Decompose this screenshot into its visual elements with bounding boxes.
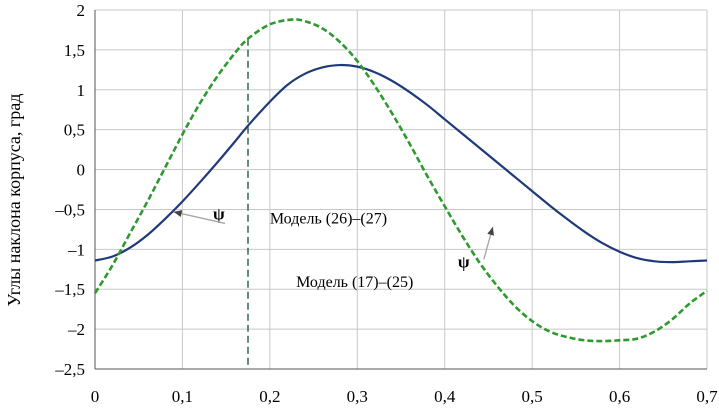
x-tick-labels: 0 0,1 0,2 0,3 0,4 0,5 0,6 0,7	[91, 387, 718, 406]
annotation-psi: ψ	[458, 252, 470, 271]
axes	[94, 10, 707, 370]
y-tick-label: –1,5	[54, 280, 85, 299]
x-tick-label: 0,2	[259, 387, 280, 406]
x-tick-label: 0	[91, 387, 100, 406]
x-tick-label: 0,4	[434, 387, 456, 406]
annotation-label: Модель (26)–(27)	[270, 210, 387, 227]
y-tick-label: –2	[67, 320, 85, 339]
annotation-arrow-line	[173, 211, 226, 225]
x-tick-label: 0,1	[172, 387, 193, 406]
y-tick-labels: 2 1,5 1 0,5 0 –0,5 –1 –1,5 –2 –2,5	[54, 1, 85, 379]
y-tick-label: –0,5	[54, 200, 85, 219]
x-tick-label: 0,6	[609, 387, 630, 406]
y-tick-label: 1	[77, 81, 86, 100]
annotation-arrowhead	[487, 226, 495, 236]
annotation-psi: ψ	[213, 204, 225, 223]
y-tick-label: –2,5	[54, 360, 85, 379]
y-axis-label: Углы наклона корпуса, град	[4, 94, 24, 307]
y-tick-label: –1	[67, 240, 85, 259]
y-tick-label: 0	[77, 161, 86, 180]
annotations: ψ Модель (26)–(27) ψ Модель (17)–(25)	[173, 204, 495, 291]
x-tick-label: 0,5	[522, 387, 543, 406]
x-tick-label: 0,3	[347, 387, 368, 406]
y-tick-label: 0,5	[64, 121, 85, 140]
series-lines	[93, 18, 708, 343]
x-tick-label: 0,7	[696, 387, 718, 406]
annotation-arrowhead	[173, 210, 183, 218]
y-tick-label: 1,5	[64, 41, 85, 60]
series-line-model-17-25	[93, 18, 708, 343]
annotation-label: Модель (17)–(25)	[296, 274, 413, 291]
grid	[94, 9, 708, 370]
y-tick-label: 2	[77, 1, 86, 20]
series-line-model-26-27	[94, 63, 708, 264]
